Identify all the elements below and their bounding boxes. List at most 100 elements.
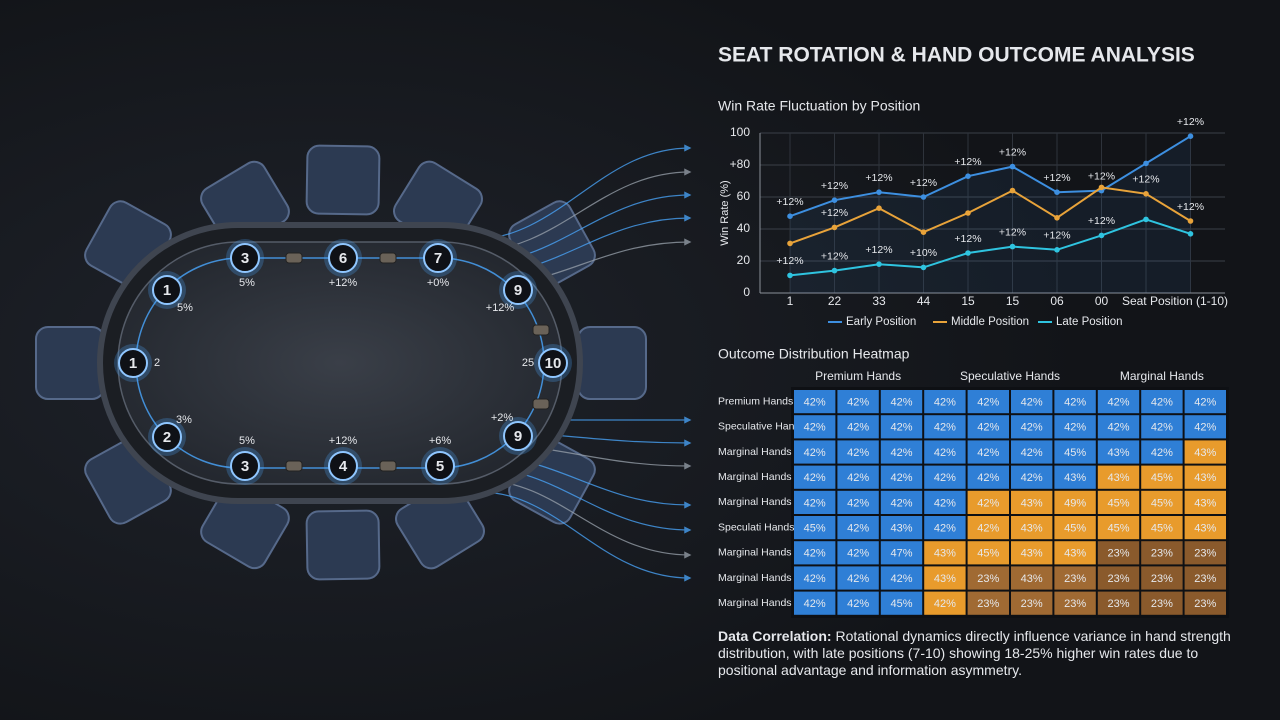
seat-label: +6% bbox=[429, 435, 452, 447]
heatmap-cell bbox=[1184, 440, 1226, 464]
y-tick-label: +80 bbox=[730, 157, 751, 171]
heatmap-cell bbox=[1097, 541, 1140, 565]
heatmap-cell bbox=[1141, 415, 1183, 439]
cell-label: 43% bbox=[1021, 573, 1043, 585]
heatmap-cell bbox=[794, 541, 836, 565]
cell-label: 23% bbox=[1107, 598, 1129, 610]
chip-slot bbox=[379, 252, 397, 264]
series-point bbox=[920, 194, 927, 200]
y-axis-label: Win Rate (%) bbox=[719, 180, 731, 245]
series-point bbox=[876, 189, 882, 195]
cell-label: 45% bbox=[804, 523, 826, 535]
seat-label: 5% bbox=[177, 302, 193, 314]
seat-number: 3 bbox=[241, 458, 249, 475]
cell-label: 43% bbox=[890, 523, 912, 535]
cell-label: 42% bbox=[804, 548, 826, 560]
series-point bbox=[1009, 243, 1016, 250]
heatmap-cell bbox=[1011, 541, 1053, 565]
cell-label: 42% bbox=[977, 472, 999, 484]
seat-label: +12% bbox=[329, 277, 358, 289]
seat-number: 3 bbox=[241, 250, 249, 267]
heatmap-cell bbox=[837, 591, 879, 615]
point-annotation: +12% bbox=[821, 180, 848, 192]
heatmap-cell bbox=[967, 541, 1009, 565]
seat-marker bbox=[423, 243, 453, 273]
heatmap-cell bbox=[1011, 440, 1053, 464]
series-point bbox=[1054, 247, 1060, 253]
seat-number: 6 bbox=[339, 250, 347, 267]
cell-label: 42% bbox=[1194, 397, 1216, 409]
heatmap-cell bbox=[837, 415, 879, 439]
point-annotation: +12% bbox=[776, 255, 803, 267]
heatmap-cell bbox=[794, 415, 836, 439]
heatmap-cell bbox=[924, 465, 966, 489]
heatmap-cell bbox=[967, 465, 1009, 489]
series-point bbox=[1098, 184, 1105, 191]
chip-slot bbox=[285, 252, 303, 264]
heatmap-cell bbox=[794, 490, 836, 514]
y-tick-label: 60 bbox=[737, 189, 751, 203]
point-annotation: +12% bbox=[1043, 230, 1070, 242]
heatmap-cell bbox=[1184, 490, 1226, 514]
heatmap-cell bbox=[837, 516, 879, 540]
series-point bbox=[965, 250, 971, 256]
heatmap-cell bbox=[1184, 566, 1226, 590]
heatmap-cell bbox=[1141, 490, 1183, 514]
series-point bbox=[876, 205, 882, 211]
seat-number: 9 bbox=[514, 428, 522, 445]
cell-label: 45% bbox=[890, 598, 912, 610]
heatmap-cell bbox=[924, 591, 966, 615]
column-group-label: Premium Hands bbox=[815, 369, 901, 383]
heatmap-cell bbox=[1097, 591, 1140, 615]
cell-label: 42% bbox=[1107, 422, 1129, 434]
cell-label: 42% bbox=[804, 497, 826, 509]
heatmap-cell bbox=[1011, 490, 1053, 514]
series-point bbox=[1187, 218, 1194, 224]
cell-label: 43% bbox=[1021, 548, 1043, 560]
row-label: Marginal Hands bbox=[718, 496, 792, 508]
series-point bbox=[965, 210, 971, 216]
heatmap-cell bbox=[1184, 516, 1226, 540]
x-tick-label: 33 bbox=[872, 294, 886, 308]
point-annotation: +12% bbox=[776, 196, 803, 208]
cell-label: 45% bbox=[977, 548, 999, 560]
cell-label: 23% bbox=[1107, 548, 1129, 560]
heatmap-cell bbox=[1141, 541, 1183, 565]
heatmap-cell bbox=[880, 490, 923, 514]
heatmap-cell bbox=[794, 591, 836, 615]
heatmap-cell bbox=[880, 465, 923, 489]
cell-label: 42% bbox=[1064, 397, 1086, 409]
heatmap-cell bbox=[1184, 465, 1226, 489]
cell-label: 45% bbox=[1064, 447, 1086, 459]
cell-label: 42% bbox=[890, 497, 912, 509]
series-point bbox=[965, 173, 971, 179]
heatmap-cell bbox=[1097, 490, 1140, 514]
series-point bbox=[1054, 189, 1060, 195]
series-point bbox=[831, 267, 838, 274]
cell-label: 42% bbox=[1064, 422, 1086, 434]
x-tick-label: 22 bbox=[828, 294, 842, 308]
row-label: Speculati Hands bbox=[718, 521, 794, 533]
cell-label: 23% bbox=[977, 573, 999, 585]
heatmap-cell bbox=[837, 440, 879, 464]
heatmap-cell bbox=[880, 390, 923, 414]
cell-label: 45% bbox=[1151, 523, 1173, 535]
seat-marker bbox=[152, 422, 182, 452]
cell-label: 42% bbox=[1194, 422, 1216, 434]
cell-label: 23% bbox=[1194, 573, 1216, 585]
heatmap-cell bbox=[794, 440, 836, 464]
cell-label: 42% bbox=[1021, 472, 1043, 484]
heatmap-cell bbox=[1097, 516, 1140, 540]
cell-label: 42% bbox=[847, 472, 869, 484]
flow-arrow bbox=[479, 491, 692, 582]
chart-title: Win Rate Fluctuation by Position bbox=[718, 98, 920, 114]
seat-marker bbox=[230, 451, 260, 481]
cell-label: 23% bbox=[1151, 573, 1173, 585]
seat-label: 3% bbox=[176, 414, 192, 426]
heatmap-cell bbox=[1011, 566, 1053, 590]
chair bbox=[35, 326, 105, 400]
series-point bbox=[876, 261, 882, 268]
x-tick-label: 44 bbox=[917, 294, 931, 308]
heatmap-cell bbox=[1184, 591, 1226, 615]
